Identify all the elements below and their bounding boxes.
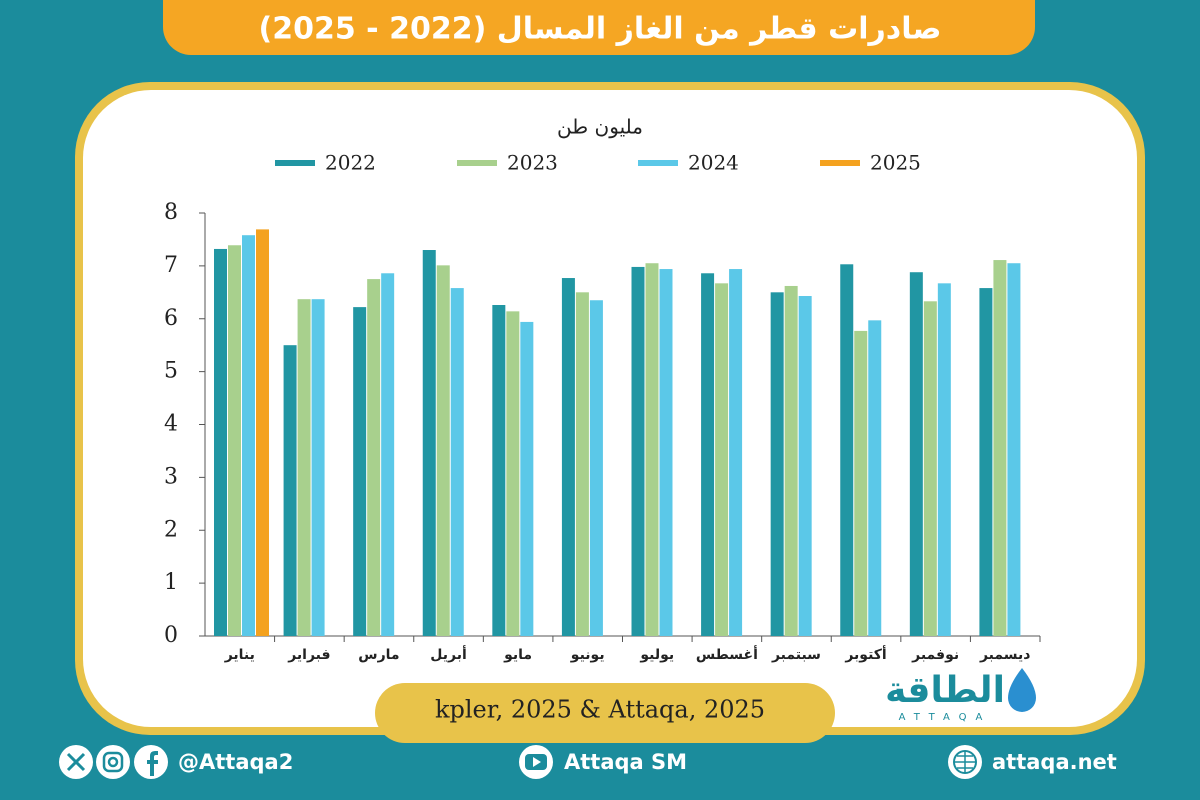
y-tick-label: 3 <box>164 464 178 489</box>
facebook-glyph <box>147 751 158 776</box>
y-tick-label: 2 <box>164 517 178 542</box>
bar <box>729 269 743 636</box>
bar <box>506 311 520 636</box>
bar <box>923 301 937 636</box>
bar <box>701 273 715 636</box>
logo: الطاقة ATTAQA <box>885 668 1036 723</box>
chart-title: صادرات قطر من الغاز المسال (2022 - 2025) <box>259 12 942 47</box>
bar <box>937 283 951 636</box>
bar <box>909 272 923 636</box>
source-box <box>375 683 835 743</box>
x-tick-label: مارس <box>358 647 399 663</box>
handle: @Attaqa2 <box>178 750 293 774</box>
bar <box>520 321 534 636</box>
bar <box>436 265 450 636</box>
bar <box>450 288 464 636</box>
bar <box>868 320 882 636</box>
y-tick-label: 4 <box>164 412 178 437</box>
bar <box>297 299 311 636</box>
bar <box>422 250 436 636</box>
x-tick-label: ديسمبر <box>979 647 1031 663</box>
x-tick-label: يونيو <box>570 647 605 663</box>
bar <box>228 245 241 636</box>
title-banner <box>163 0 1035 55</box>
bar <box>840 264 854 636</box>
x-tick-label: أكتوبر <box>844 645 886 663</box>
x-tick-label: نوفمبر <box>911 647 959 663</box>
bar <box>256 229 269 637</box>
legend-label: 2024 <box>688 151 739 175</box>
bar <box>283 345 297 636</box>
bar <box>214 248 227 636</box>
x-tick-label: فبراير <box>287 647 330 663</box>
x-tick-label: يوليو <box>639 647 674 663</box>
y-tick-label: 0 <box>164 623 178 648</box>
x-glyph <box>66 752 86 772</box>
x-tick-label: أغسطس <box>696 645 758 663</box>
bar <box>645 263 659 636</box>
x-tick-label: سبتمبر <box>771 647 821 663</box>
website: attaqa.net <box>992 750 1117 774</box>
globe-lines <box>954 751 976 773</box>
bar <box>784 285 798 636</box>
instagram-lens <box>107 756 119 768</box>
unit-label: مليون طن <box>557 115 643 139</box>
bar <box>492 305 506 636</box>
bar <box>353 307 367 636</box>
bar <box>367 279 381 636</box>
x-tick-label: مايو <box>503 647 532 663</box>
bar <box>798 296 812 636</box>
logo-latin: ATTAQA <box>899 712 992 723</box>
bar <box>311 299 325 636</box>
bar <box>993 260 1007 636</box>
bar <box>715 283 729 636</box>
footer: @Attaqa2 Attaqa SM attaqa.net <box>59 745 1117 779</box>
bar <box>770 292 784 636</box>
legend-label: 2023 <box>507 151 558 175</box>
bar <box>242 235 255 636</box>
source: kpler, 2025 & Attaqa, 2025 <box>435 696 765 724</box>
card <box>83 90 1137 727</box>
y-tick-label: 7 <box>164 253 178 278</box>
y-tick-label: 5 <box>164 359 178 384</box>
chart: 2022 2023 2024 2025 0 1 2 3 4 5 6 7 8 يناير فبراير مارس… <box>164 151 1041 663</box>
instagram-glyph <box>102 751 124 773</box>
bar <box>854 330 868 636</box>
x-tick-label: يناير <box>224 647 255 663</box>
y-tick-label: 1 <box>164 570 178 595</box>
bar <box>589 300 603 636</box>
y-tick-label: 8 <box>164 200 178 225</box>
instagram-icon <box>96 745 130 779</box>
logo-arabic: الطاقة <box>885 670 1005 711</box>
y-tick-label: 6 <box>164 306 178 331</box>
logo-drop <box>1008 668 1036 712</box>
legend-label: 2022 <box>325 151 376 175</box>
bar <box>561 278 575 636</box>
bar <box>979 288 993 636</box>
bar <box>631 266 645 636</box>
bar <box>659 269 673 636</box>
bar <box>1007 263 1021 636</box>
legend-label: 2025 <box>870 151 921 175</box>
youtube-play <box>533 757 541 767</box>
x-tick-label: أبريل <box>430 645 467 663</box>
bar <box>575 292 589 636</box>
youtube: Attaqa SM <box>564 750 687 774</box>
bar <box>381 273 395 636</box>
